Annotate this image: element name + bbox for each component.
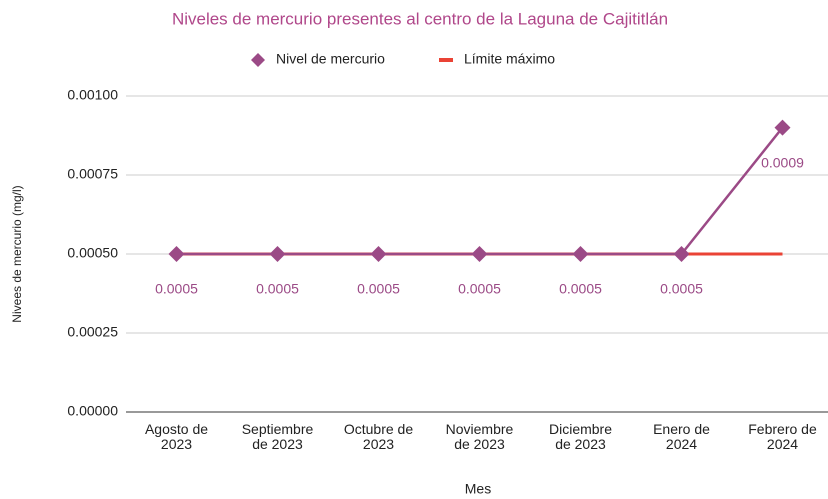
x-axis-title: Mes [465,481,491,497]
x-tick-label: Septiembre de 2023 [241,421,314,452]
data-label: 0.0005 [256,281,299,297]
data-label: 0.0005 [458,281,501,297]
x-tick-label: Octubre de 2023 [343,421,414,452]
chart-title: Niveles de mercurio presentes al centro … [172,9,668,28]
legend-label: Nivel de mercurio [276,51,385,67]
data-label: 0.0005 [357,281,400,297]
data-point [269,246,286,262]
y-tick-label: 0.00075 [67,166,118,182]
y-tick-label: 0.00025 [67,324,118,340]
data-point [471,246,488,262]
data-label: 0.0005 [660,281,703,297]
x-tick-label: Agosto de 2023 [144,421,209,452]
x-tick-label: Enero de 2024 [653,421,710,452]
legend-label: Límite máximo [464,51,555,67]
data-point [774,119,791,136]
y-tick-label: 0.00050 [67,245,118,261]
data-label: 0.0005 [559,281,602,297]
data-label: 0.0005 [155,281,198,297]
data-point [673,246,690,262]
y-tick-label: 0.00100 [67,87,118,103]
data-label: 0.0009 [761,154,804,170]
data-point [572,246,589,262]
series-line [176,126,784,256]
y-tick-label: 0.00000 [67,403,118,419]
x-tick-label: Noviembre de 2023 [445,421,514,452]
x-tick-label: Febrero de 2024 [748,421,817,452]
y-axis-title: Nivees de mercurio (mg/l) [10,185,24,322]
legend-marker [251,53,265,67]
data-point [168,246,185,262]
data-point [370,246,387,262]
x-tick-label: Diciembre de 2023 [548,421,612,452]
legend-marker [439,58,453,62]
